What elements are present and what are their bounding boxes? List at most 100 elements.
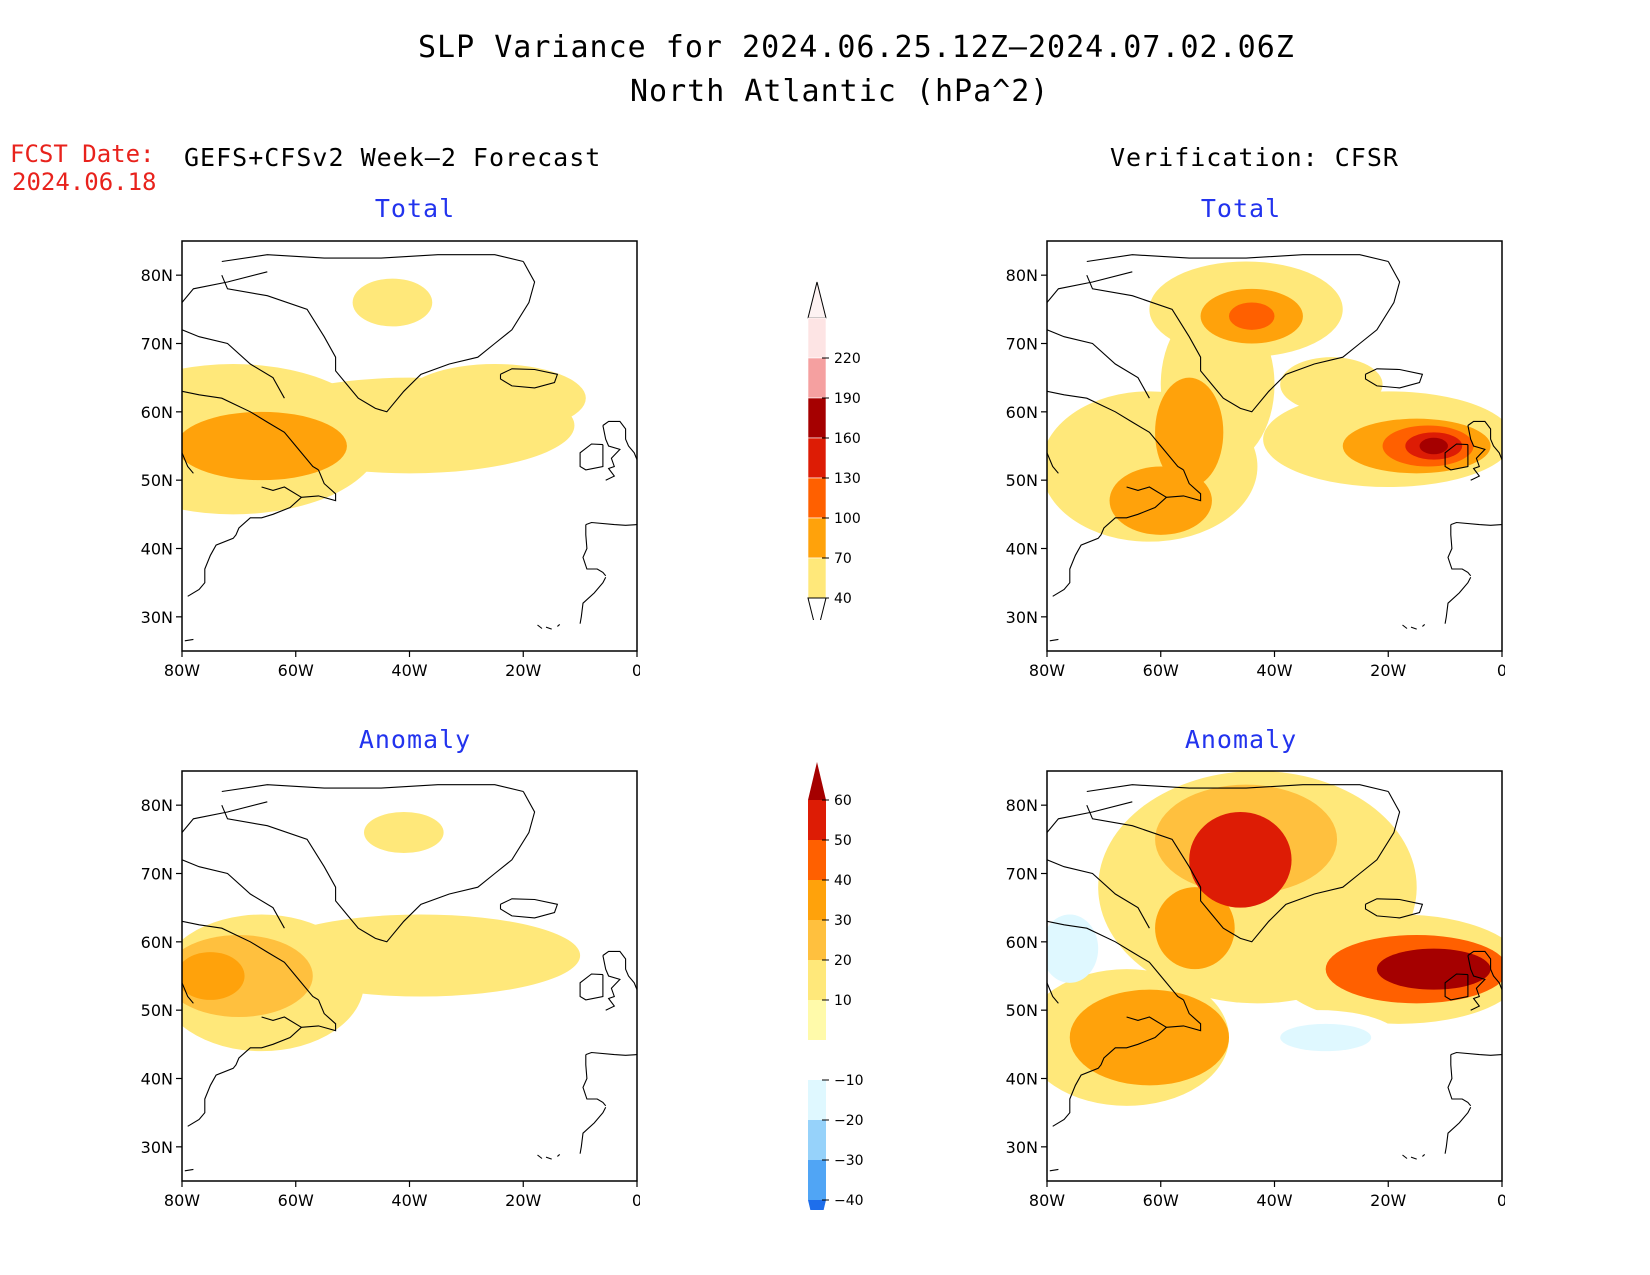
coastline-15	[1444, 1106, 1472, 1154]
shaded-region-5	[1069, 989, 1229, 1086]
shaded-region-12	[1047, 914, 1099, 983]
coastline-14	[1447, 524, 1472, 577]
coastline-1	[1086, 254, 1389, 263]
colorbar-segment	[807, 357, 827, 399]
lat-label: 50N	[141, 1001, 173, 1020]
lat-label: 70N	[141, 335, 173, 354]
lat-label: 30N	[1006, 608, 1038, 627]
coastline-1	[1086, 784, 1389, 793]
colorbar-label: −30	[834, 1153, 864, 1169]
coastline-3	[1047, 801, 1133, 833]
shaded-region-3	[403, 364, 586, 433]
coastline-3	[182, 271, 268, 303]
lat-label: 40N	[141, 540, 173, 559]
shaded-region-3	[364, 812, 444, 853]
coastline-4	[182, 329, 285, 399]
coastline-13	[585, 1051, 637, 1056]
coastline-10	[1467, 420, 1502, 460]
lat-label: 80N	[141, 796, 173, 815]
colorbar-segment	[808, 800, 826, 840]
shaded-region-11	[1280, 1023, 1372, 1052]
coastline-9	[1364, 898, 1424, 919]
coastline-2	[221, 261, 536, 413]
lon-label: 80W	[164, 661, 200, 678]
coastline-5	[182, 920, 319, 1001]
coastline-5	[1047, 390, 1184, 471]
lat-label: 40N	[1006, 540, 1038, 559]
coastline-9	[1364, 368, 1424, 389]
colorbar-label: 60	[834, 793, 852, 809]
colorbar-arrow-bottom	[808, 1200, 826, 1210]
lon-label: 60W	[278, 1191, 314, 1208]
panel-title-verif-total: Total	[1200, 194, 1282, 223]
colorbar-arrow-top	[807, 281, 827, 319]
lat-label: 50N	[1006, 471, 1038, 490]
coastline-17	[1402, 624, 1408, 629]
colorbar-segment	[807, 437, 827, 479]
lon-label: 0	[1497, 1191, 1505, 1208]
lat-label: 70N	[1006, 865, 1038, 884]
colorbar-segment	[807, 557, 827, 599]
coastline-5	[1047, 920, 1184, 1001]
colorbar-label: 160	[834, 431, 861, 447]
lon-label: 40W	[1256, 1191, 1292, 1208]
lat-label: 80N	[141, 266, 173, 285]
coastline-8	[1166, 999, 1202, 1032]
lat-label: 50N	[141, 471, 173, 490]
lon-label: 20W	[1370, 661, 1406, 678]
coastline-14	[1447, 1054, 1472, 1107]
coastline-3	[1047, 271, 1133, 303]
lon-label: 40W	[391, 1191, 427, 1208]
lon-label: 20W	[1370, 1191, 1406, 1208]
colorbar-label: −10	[834, 1073, 864, 1089]
coastline-15	[1444, 576, 1472, 624]
lon-label: 60W	[278, 661, 314, 678]
coastline-1	[221, 254, 524, 263]
map-forecast-total: 80N 70N 60N 50N 40N 30N 80W 60W 40W 20W 0	[141, 240, 640, 678]
colorbar-segment	[808, 1040, 826, 1080]
coastline-7	[1052, 1016, 1168, 1127]
lon-label: 20W	[505, 661, 541, 678]
coastline-2	[1086, 261, 1401, 413]
coastline-18	[557, 623, 561, 627]
lon-label: 80W	[1029, 1191, 1065, 1208]
colorbar-segment	[808, 1080, 826, 1120]
colorbar-segment	[808, 1160, 826, 1200]
lat-label: 30N	[141, 608, 173, 627]
coastline-13	[585, 521, 637, 526]
coastline-9	[499, 368, 559, 389]
coastline-12	[579, 973, 604, 1001]
coastline-19	[184, 638, 194, 642]
coastline-12	[1444, 973, 1469, 1001]
lon-label: 60W	[1143, 661, 1179, 678]
coastline-5	[182, 390, 319, 471]
coastline-19	[1049, 638, 1059, 642]
shaded-region-10	[1229, 302, 1275, 330]
forecast-column-title: GEFS+CFSv2 Week–2 Forecast	[184, 143, 602, 172]
colorbar-arrow-bottom	[807, 597, 827, 620]
coastline-17	[537, 624, 543, 629]
colorbar-label: 70	[834, 551, 852, 567]
colorbar-label: 10	[834, 993, 852, 1009]
lon-label: 40W	[1256, 661, 1292, 678]
main-title-line1: SLP Variance for 2024.06.25.12Z–2024.07.…	[418, 30, 1295, 65]
lat-label: 60N	[1006, 933, 1038, 952]
lat-label: 40N	[1006, 1070, 1038, 1089]
coastline-11	[1467, 425, 1486, 481]
coastline-8	[1166, 469, 1202, 502]
coastline-12	[579, 443, 604, 471]
coastline-7	[1052, 486, 1168, 597]
coastline-12	[1444, 443, 1469, 471]
coastline-7	[187, 486, 303, 597]
colorbar-segment	[808, 880, 826, 920]
panel-title-verif-anomaly: Anomaly	[1184, 725, 1298, 754]
coastline-18	[557, 1153, 561, 1157]
colorbar-segment	[808, 1000, 826, 1040]
coastline-2	[221, 791, 536, 943]
map-forecast-anomaly: 80N 70N 60N 50N 40N 30N 80W 60W 40W 20W 0	[141, 770, 640, 1208]
coastline-17	[537, 1154, 543, 1159]
colorbar-label: 40	[834, 591, 852, 607]
coastline-14	[582, 1054, 607, 1107]
coastline-8	[301, 469, 337, 502]
colorbar-label: 20	[834, 953, 852, 969]
